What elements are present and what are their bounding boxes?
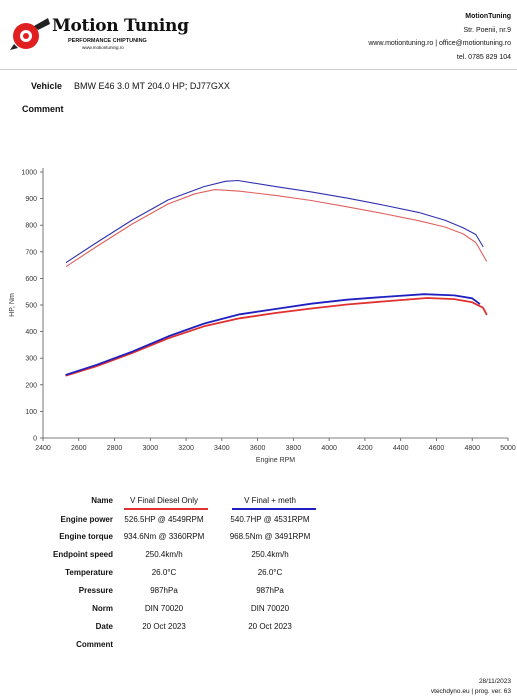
dyno-chart: 0 100 200 300 400 500 600 700 800 900 1000 2400 2600…: [9, 168, 516, 464]
x-tick-label: 4400: [393, 445, 409, 452]
y-tick-label: 400: [25, 329, 37, 336]
x-tick-label: 4200: [357, 445, 373, 452]
row-label-date: Date: [95, 622, 113, 631]
value-endpoint-speed-diesel: 250.4km/h: [145, 550, 183, 559]
value-date-diesel: 20 Oct 2023: [142, 622, 186, 631]
value-temperature-meth: 26.0°C: [257, 568, 283, 577]
brand-subtitle: PERFORMANCE CHIPTUNING: [68, 38, 147, 44]
value-engine-torque-meth: 968.5Nm @ 3491RPM: [229, 532, 311, 541]
series-line-diesel-torque: [65, 189, 488, 267]
y-tick-label: 800: [25, 223, 37, 230]
x-tick-label: 3800: [286, 445, 302, 452]
series-line-diesel-power: [65, 297, 488, 377]
company-info: MotionTuning Str. Poenii, nr.9 www.motio…: [368, 10, 511, 64]
company-contact: www.motiontuning.ro | office@motiontunin…: [368, 40, 511, 47]
y-tick-label: 700: [25, 249, 37, 256]
x-tick-label: 4600: [429, 445, 445, 452]
legend-swatch-diesel: [124, 508, 208, 510]
name-row-label: Name: [91, 496, 113, 505]
value-engine-power-meth: 540.7HP @ 4531RPM: [230, 515, 310, 524]
report-header: Motion Tuning PERFORMANCE CHIPTUNING www…: [0, 0, 517, 70]
footer-date: 28/11/2023: [478, 678, 511, 685]
series-name-diesel: V Final Diesel Only: [129, 496, 199, 505]
y-axis-title: HP, Nm: [9, 293, 16, 317]
turbo-logo-icon: [10, 18, 50, 50]
y-tick-label: 500: [25, 303, 37, 310]
company-name: MotionTuning: [465, 13, 511, 20]
brand-url: www.motiontuning.ro: [82, 45, 124, 50]
y-tick-label: 200: [25, 382, 37, 389]
row-label-comment: Comment: [76, 640, 113, 649]
comment-label: Comment: [22, 104, 64, 114]
report-footer: 28/11/2023 vtechdyno.eu | prog. ver. 63: [431, 677, 511, 697]
x-tick-label: 4000: [321, 445, 337, 452]
row-label-engine-power: Engine power: [60, 515, 113, 524]
company-street: Str. Poenii, nr.9: [463, 26, 511, 34]
row-label-temperature: Temperature: [65, 568, 113, 577]
value-engine-power-diesel: 526.5HP @ 4549RPM: [124, 515, 204, 524]
row-label-norm: Norm: [92, 604, 113, 613]
row-label-engine-torque: Engine torque: [59, 532, 113, 541]
brand-title: Motion Tuning: [52, 16, 189, 36]
brand-logo: Motion Tuning PERFORMANCE CHIPTUNING www…: [8, 14, 189, 54]
x-tick-label: 2400: [35, 445, 51, 452]
value-endpoint-speed-meth: 250.4km/h: [251, 550, 289, 559]
x-tick-label: 3200: [178, 445, 194, 452]
series-name-meth: V Final + meth: [244, 496, 296, 505]
series-line-meth-torque: [65, 179, 484, 263]
y-tick-label: 600: [25, 276, 37, 283]
x-tick-label: 3000: [143, 445, 159, 452]
value-norm-meth: DIN 70020: [250, 604, 290, 613]
row-label-endpoint-speed: Endpoint speed: [53, 550, 113, 559]
y-tick-label: 1000: [21, 170, 37, 177]
header-divider: [0, 69, 517, 70]
value-pressure-meth: 987hPa: [256, 586, 284, 595]
x-tick-label: 2600: [71, 445, 87, 452]
vehicle-value: BMW E46 3.0 MT 204.0 HP; DJ77GXX: [74, 81, 230, 91]
value-temperature-diesel: 26.0°C: [151, 568, 177, 577]
y-tick-label: 0: [33, 436, 37, 443]
value-pressure-diesel: 987hPa: [150, 586, 178, 595]
company-phone: tel. 0785 829 104: [456, 53, 511, 61]
row-label-pressure: Pressure: [78, 586, 113, 595]
y-tick-label: 100: [25, 409, 37, 416]
x-tick-label: 3600: [250, 445, 266, 452]
legend-swatch-meth: [232, 508, 316, 510]
x-tick-label: 5000: [500, 445, 516, 452]
y-tick-label: 900: [25, 196, 37, 203]
x-tick-label: 4800: [464, 445, 480, 452]
x-axis-title: Engine RPM: [256, 457, 295, 464]
x-tick-label: 3400: [214, 445, 230, 452]
series-line-meth-power: [65, 293, 481, 376]
vehicle-label: Vehicle: [31, 81, 63, 91]
footer-program: vtechdyno.eu | prog. ver. 63: [430, 688, 511, 695]
value-date-meth: 20 Oct 2023: [248, 622, 292, 631]
value-engine-torque-diesel: 934.6Nm @ 3360RPM: [123, 532, 205, 541]
x-tick-label: 2800: [107, 445, 123, 452]
value-norm-diesel: DIN 70020: [144, 604, 184, 613]
y-tick-label: 300: [25, 356, 37, 363]
